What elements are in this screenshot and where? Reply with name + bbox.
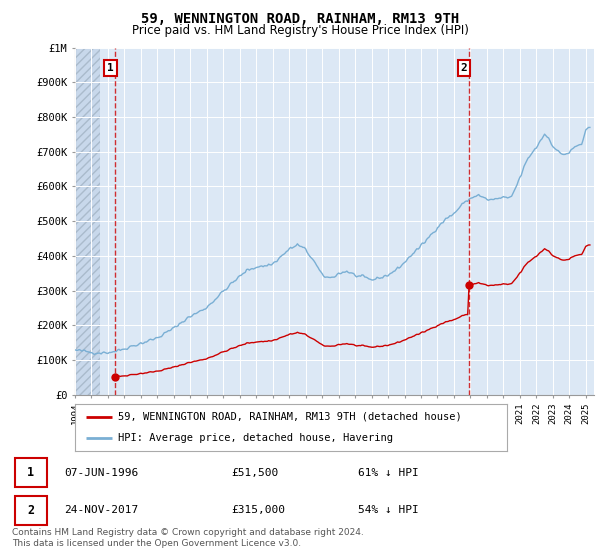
FancyBboxPatch shape bbox=[15, 496, 47, 525]
Text: 2: 2 bbox=[460, 63, 467, 73]
Text: 24-NOV-2017: 24-NOV-2017 bbox=[64, 505, 138, 515]
Text: £315,000: £315,000 bbox=[231, 505, 285, 515]
Text: Contains HM Land Registry data © Crown copyright and database right 2024.
This d: Contains HM Land Registry data © Crown c… bbox=[12, 528, 364, 548]
Text: 1: 1 bbox=[107, 63, 114, 73]
Bar bbox=[75, 48, 100, 395]
Text: 07-JUN-1996: 07-JUN-1996 bbox=[64, 468, 138, 478]
Text: 61% ↓ HPI: 61% ↓ HPI bbox=[358, 468, 418, 478]
Text: Price paid vs. HM Land Registry's House Price Index (HPI): Price paid vs. HM Land Registry's House … bbox=[131, 24, 469, 37]
FancyBboxPatch shape bbox=[15, 458, 47, 487]
Text: 54% ↓ HPI: 54% ↓ HPI bbox=[358, 505, 418, 515]
Text: 59, WENNINGTON ROAD, RAINHAM, RM13 9TH (detached house): 59, WENNINGTON ROAD, RAINHAM, RM13 9TH (… bbox=[118, 412, 462, 422]
Text: 2: 2 bbox=[27, 503, 34, 517]
Text: £51,500: £51,500 bbox=[231, 468, 278, 478]
Text: 59, WENNINGTON ROAD, RAINHAM, RM13 9TH: 59, WENNINGTON ROAD, RAINHAM, RM13 9TH bbox=[141, 12, 459, 26]
Text: HPI: Average price, detached house, Havering: HPI: Average price, detached house, Have… bbox=[118, 433, 393, 444]
Text: 1: 1 bbox=[27, 466, 34, 479]
